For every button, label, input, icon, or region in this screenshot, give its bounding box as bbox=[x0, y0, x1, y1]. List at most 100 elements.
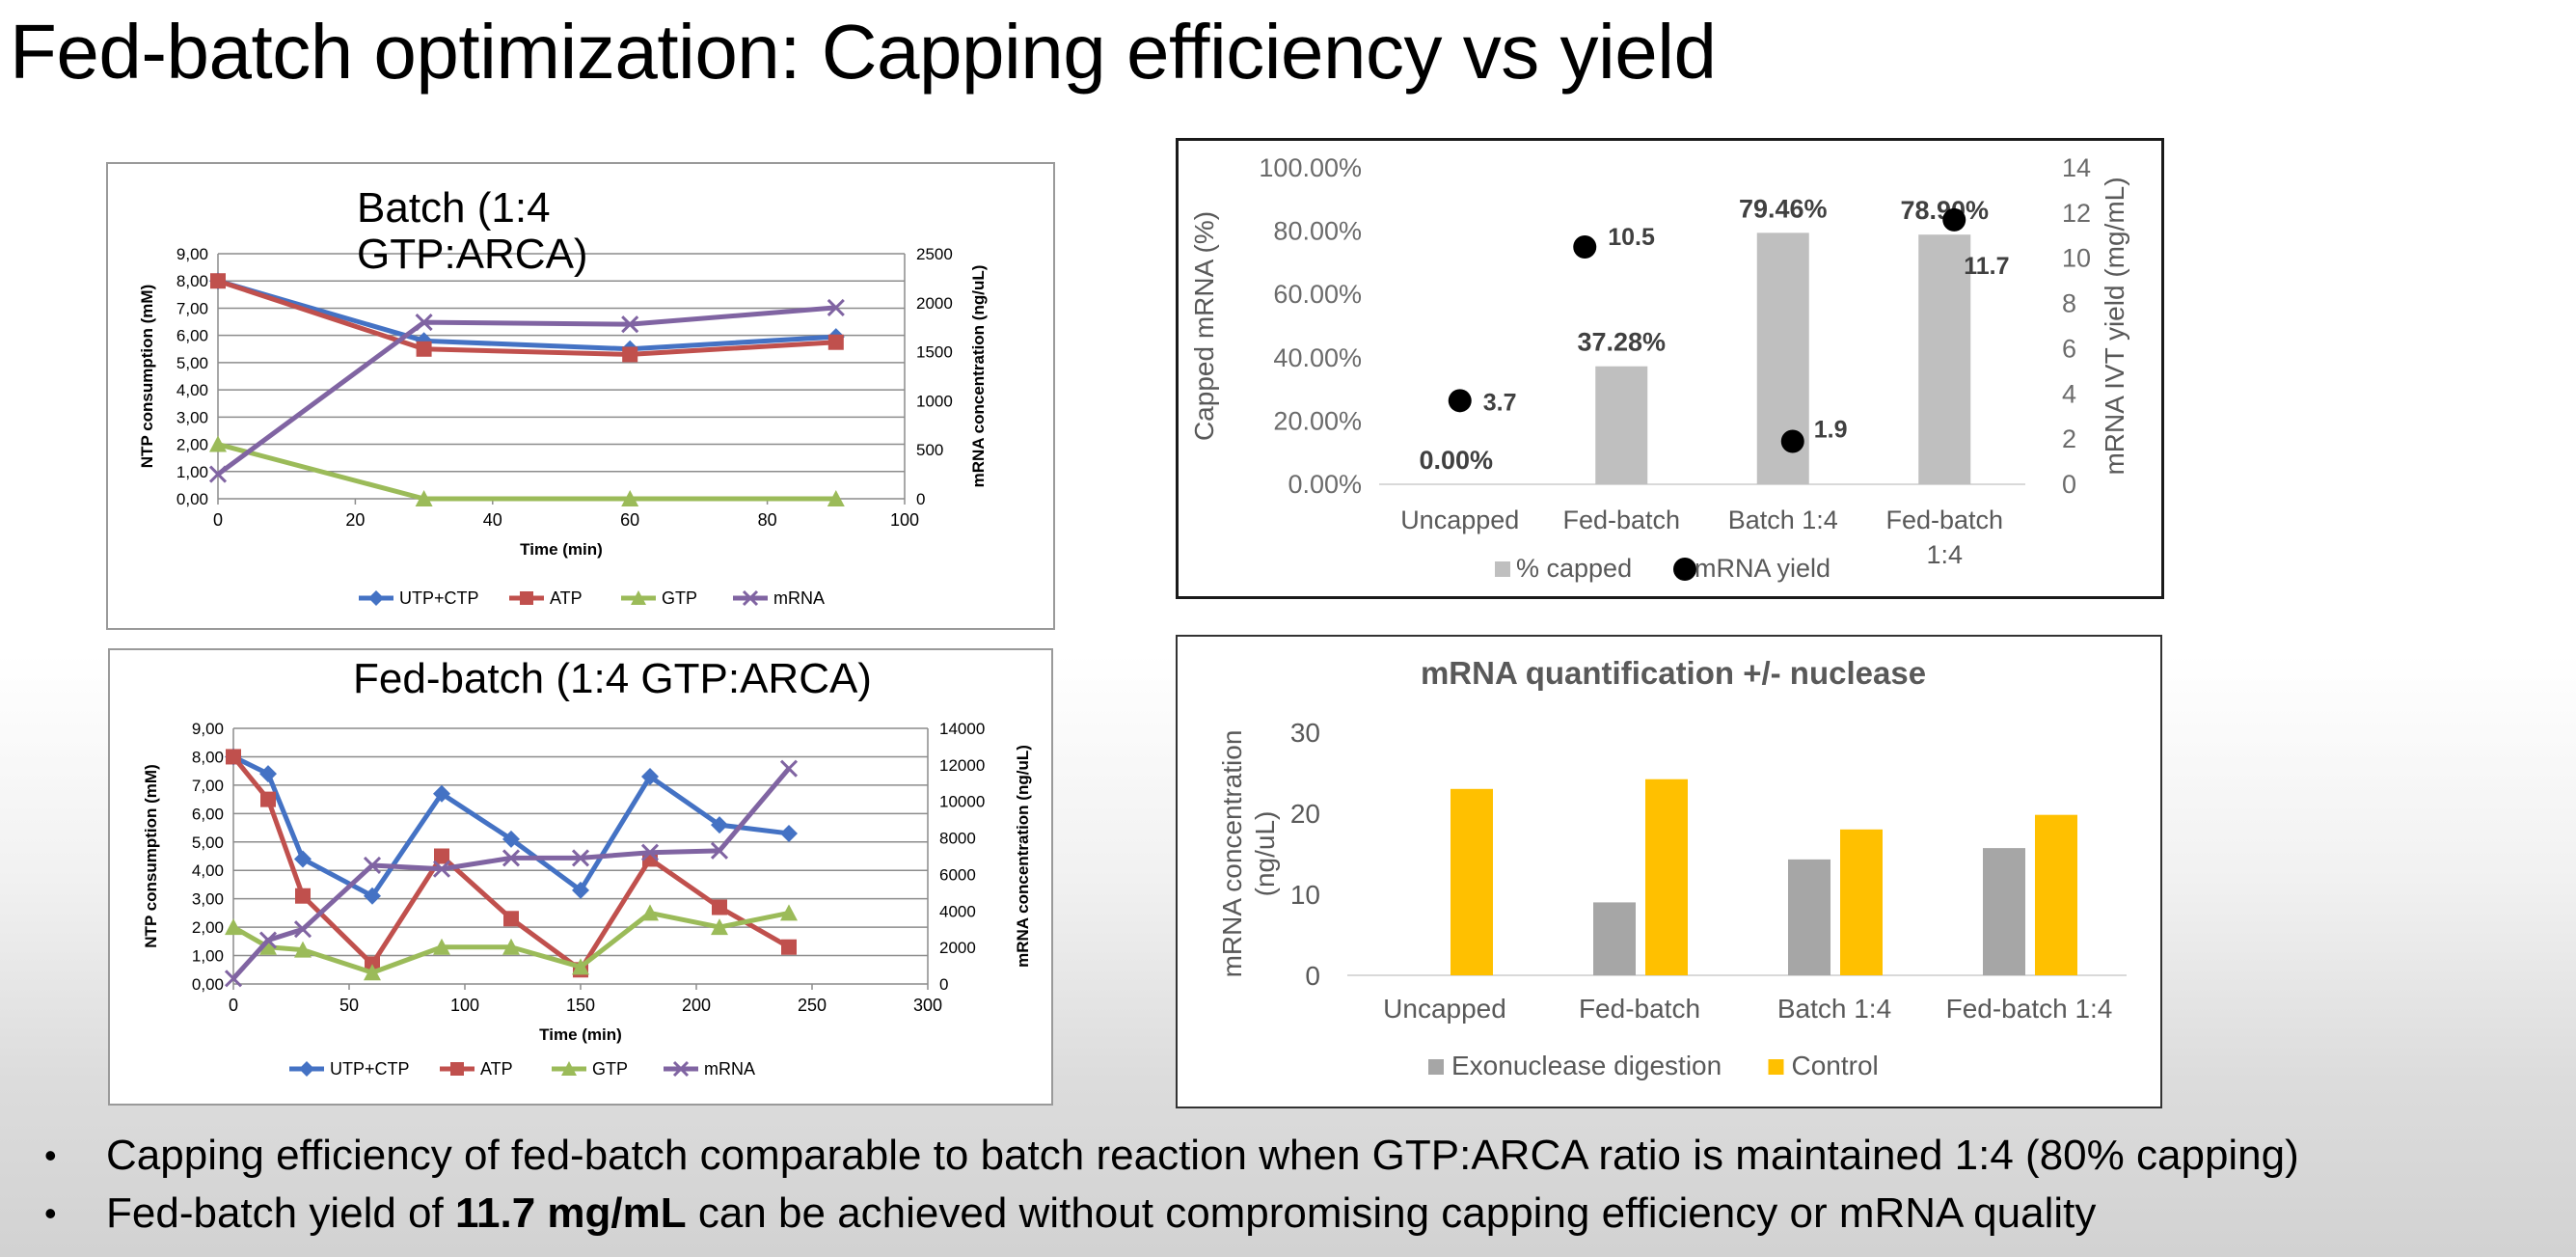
x-tick-label: 60 bbox=[620, 510, 639, 530]
legend-label: UTP+CTP bbox=[399, 588, 479, 608]
x-tick-label: 80 bbox=[758, 510, 777, 530]
bullet-item: • Fed-batch yield of 11.7 mg/mL can be a… bbox=[44, 1185, 2299, 1243]
y2-tick-label: 4 bbox=[2062, 379, 2076, 408]
x-tick-label: Fed-batch bbox=[1579, 994, 1700, 1024]
triangle-marker bbox=[294, 941, 312, 958]
legend-label: % capped bbox=[1516, 554, 1632, 583]
x-tick-label: 200 bbox=[682, 996, 711, 1015]
diamond-marker bbox=[368, 590, 384, 606]
y2-tick-label: 0 bbox=[2062, 470, 2076, 499]
x-tick-label: 0 bbox=[229, 996, 238, 1015]
series-line-atp bbox=[217, 278, 836, 357]
diamond-marker bbox=[780, 824, 798, 842]
y2-tick-label: 14000 bbox=[939, 720, 985, 738]
legend-swatch-dot bbox=[1673, 558, 1696, 581]
chart-title: Batch (1:4 bbox=[357, 184, 551, 232]
triangle-marker bbox=[433, 938, 450, 955]
x-tick-label: 0 bbox=[213, 510, 223, 530]
dot-data-label: 11.7 bbox=[1964, 253, 2009, 280]
bar-data-label: 79.46% bbox=[1739, 194, 1828, 223]
x-marker bbox=[779, 759, 799, 778]
diamond-marker bbox=[641, 768, 659, 786]
diamond-marker bbox=[433, 784, 450, 803]
series-line-mrna bbox=[231, 767, 791, 980]
y-tick-label: 30 bbox=[1290, 718, 1320, 748]
y-tick-label: 1,00 bbox=[176, 463, 208, 481]
legend-label: Exonuclease digestion bbox=[1451, 1051, 1722, 1080]
legend-swatch-bar bbox=[1495, 561, 1510, 577]
x-tick-label: 300 bbox=[913, 996, 942, 1015]
x-marker bbox=[502, 849, 521, 867]
fed-batch-line-chart: 0,00 1,00 2,00 3,00 4,00 5,00 6,00 7,00 8,00 9,00… bbox=[142, 655, 1032, 1079]
x-axis-title: Time (min) bbox=[520, 540, 603, 559]
x-tick-label: 150 bbox=[566, 996, 595, 1015]
y-axis-title: mRNA concentration bbox=[1217, 730, 1247, 978]
triangle-marker bbox=[561, 1061, 577, 1076]
y-tick-label: 7,00 bbox=[192, 777, 224, 795]
y2-tick-label: 8000 bbox=[939, 830, 976, 848]
legend-label: Control bbox=[1792, 1051, 1879, 1080]
bullet-dot: • bbox=[44, 1193, 57, 1233]
triangle-marker bbox=[780, 904, 798, 921]
triangle-marker bbox=[641, 904, 659, 921]
bullet-item: • Capping efficiency of fed-batch compar… bbox=[44, 1127, 2299, 1185]
square-marker bbox=[450, 1062, 464, 1076]
y-tick-label: 0.00% bbox=[1288, 470, 1362, 499]
x-marker bbox=[827, 298, 845, 316]
y2-tick-label: 4000 bbox=[939, 902, 976, 920]
x-tick-label: 20 bbox=[345, 510, 365, 530]
y2-axis-title: mRNA concentration (ng/uL) bbox=[969, 265, 988, 488]
dot-data-label: 1.9 bbox=[1814, 416, 1848, 443]
x-tick-label: Fed-batch 1:4 bbox=[1946, 994, 2113, 1024]
dot-data-label: 10.5 bbox=[1608, 224, 1655, 251]
y-tick-label: 80.00% bbox=[1273, 217, 1362, 246]
exonuclease-bar bbox=[1788, 859, 1830, 975]
bar-data-label: 0.00% bbox=[1419, 446, 1493, 475]
y-tick-label: 20.00% bbox=[1273, 406, 1362, 435]
y-tick-label: 2,00 bbox=[176, 436, 208, 454]
x-tick-label: 40 bbox=[483, 510, 502, 530]
triangle-marker bbox=[621, 490, 639, 506]
y2-axis-title: mRNA IVT yield (mg/mL) bbox=[2100, 177, 2129, 475]
y-tick-label: 1,00 bbox=[192, 947, 224, 966]
x-marker bbox=[415, 314, 433, 332]
y-tick-label: 2,00 bbox=[192, 918, 224, 937]
legend-label: ATP bbox=[480, 1059, 513, 1079]
square-marker bbox=[503, 911, 519, 927]
chart-title: Fed-batch (1:4 GTP:ARCA) bbox=[353, 655, 872, 702]
batch-chart-panel: 0,00 1,00 2,00 3,00 4,00 5,00 6,00 7,00 8,00 9,00… bbox=[106, 162, 1055, 630]
y2-tick-label: 12000 bbox=[939, 756, 985, 775]
nuclease-chart-panel: mRNA quantification +/- nuclease 0 10 20 30 U… bbox=[1176, 635, 2162, 1108]
yield-dot bbox=[1573, 235, 1597, 259]
x-marker bbox=[621, 315, 639, 334]
triangle-marker bbox=[259, 938, 277, 955]
diamond-marker bbox=[299, 1061, 314, 1077]
x-tick-label: Batch 1:4 bbox=[1728, 506, 1838, 534]
y-tick-label: 4,00 bbox=[176, 381, 208, 399]
legend-label: mRNA bbox=[773, 588, 825, 608]
control-bar bbox=[1451, 788, 1493, 975]
y2-tick-label: 1000 bbox=[916, 392, 953, 410]
legend-swatch bbox=[1768, 1059, 1784, 1075]
legend-label: GTP bbox=[662, 588, 697, 608]
y-tick-label: 7,00 bbox=[176, 299, 208, 317]
x-tick-label: Batch 1:4 bbox=[1777, 994, 1891, 1024]
y-tick-label: 60.00% bbox=[1273, 280, 1362, 309]
capped-bar bbox=[1918, 234, 1971, 484]
y-tick-label: 10 bbox=[1290, 880, 1320, 910]
x-tick-label: 1:4 bbox=[1926, 540, 1963, 569]
x-tick-label: 50 bbox=[339, 996, 359, 1015]
square-marker bbox=[416, 341, 432, 357]
series-line-gtp bbox=[217, 442, 836, 502]
series-line-utp-ctp bbox=[231, 754, 790, 899]
bullet-list: • Capping efficiency of fed-batch compar… bbox=[44, 1127, 2299, 1243]
legend-swatch bbox=[1428, 1059, 1444, 1075]
series-line-gtp bbox=[231, 910, 790, 975]
legend-label: mRNA yield bbox=[1695, 554, 1830, 583]
series-line-mrna bbox=[216, 305, 837, 477]
y2-tick-label: 14 bbox=[2062, 153, 2091, 182]
slide-title: Fed-batch optimization: Capping efficien… bbox=[10, 9, 1717, 95]
y-tick-label: 4,00 bbox=[192, 861, 224, 880]
bullet-dot: • bbox=[44, 1135, 57, 1175]
y-tick-label: 9,00 bbox=[176, 245, 208, 263]
